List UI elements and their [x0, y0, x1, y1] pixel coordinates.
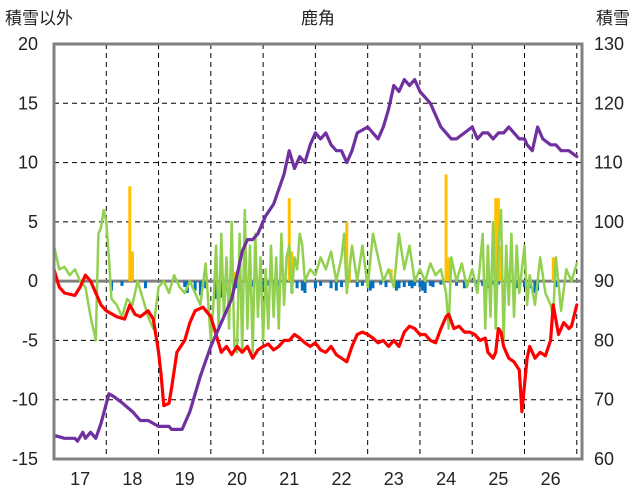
x-tick-label: 21	[279, 469, 299, 489]
right-tick-label: 70	[594, 390, 614, 410]
grid	[54, 44, 582, 459]
left-tick-label: -5	[22, 330, 38, 350]
blue-bar	[214, 281, 218, 299]
blue-bar	[384, 281, 388, 288]
blue-bar	[334, 281, 338, 291]
right-tick-label: 100	[594, 212, 624, 232]
left-tick-label: 20	[18, 34, 38, 54]
blue-bar	[402, 281, 406, 288]
blue-bar	[355, 281, 359, 288]
yellow-bar	[551, 257, 555, 282]
blue-bar	[522, 281, 526, 288]
blue-bar	[413, 281, 417, 286]
blue-bar	[143, 281, 147, 289]
plot-frame	[52, 42, 584, 461]
x-tick-label: 20	[227, 469, 247, 489]
yellow-bar	[444, 174, 448, 282]
blue-bar	[120, 281, 124, 286]
x-tick-label: 19	[175, 469, 195, 489]
blue-bar	[379, 281, 383, 285]
blue-bar	[533, 281, 537, 293]
blue-bar	[198, 281, 202, 296]
x-tick-label: 22	[332, 469, 352, 489]
blue-bar	[423, 281, 427, 293]
yellow-bar	[494, 198, 498, 282]
blue-bar	[418, 281, 422, 288]
right-tick-label: 110	[594, 153, 623, 173]
x-tick-label: 23	[384, 469, 404, 489]
left-tick-label: 5	[28, 212, 38, 232]
blue-bar	[204, 281, 208, 289]
yellow-bar	[447, 257, 451, 282]
yellow-bar	[232, 271, 236, 282]
blue-bar	[313, 281, 317, 289]
yellow-bar	[130, 251, 134, 282]
blue-bar	[407, 281, 411, 286]
plot-border	[52, 42, 584, 461]
x-tick-label: 25	[488, 469, 508, 489]
right-tick-label: 80	[594, 330, 614, 350]
blue-bar	[397, 281, 401, 289]
blue-bar	[300, 281, 304, 291]
left-tick-label: 10	[18, 153, 38, 173]
blue-bar	[319, 281, 323, 286]
blue-bar	[295, 281, 299, 289]
blue-bar	[235, 281, 239, 289]
blue-bar	[431, 281, 435, 288]
blue-bar	[340, 281, 344, 288]
blue-bar	[360, 281, 364, 286]
yellow-bar	[345, 221, 349, 282]
blue-bar	[251, 281, 255, 288]
blue-bar	[481, 281, 485, 286]
tick-labels: 20 15 10 5 0 -5 -10 -15 130 120 110 100 90 80 70 60 17 18…	[12, 34, 624, 489]
blue-bar	[193, 281, 197, 291]
right-tick-label: 60	[594, 449, 614, 469]
red-series-line	[52, 267, 579, 414]
left-axis-label: 積雪以外	[5, 9, 73, 29]
x-tick-label: 18	[122, 469, 142, 489]
series-lines	[52, 78, 579, 443]
left-tick-label: -10	[12, 390, 38, 410]
blue-bar	[368, 281, 372, 291]
right-tick-label: 90	[594, 271, 614, 291]
blue-bar	[455, 281, 459, 286]
blue-bar	[329, 281, 333, 289]
yellow-bar	[128, 186, 132, 282]
blue-bar	[266, 281, 270, 286]
blue-bar	[421, 281, 425, 291]
purple-series-line	[52, 78, 579, 443]
yellow-bar	[290, 251, 294, 282]
blue-bar	[428, 281, 432, 286]
blue-bar	[462, 281, 466, 289]
blue-bar	[303, 281, 307, 293]
blue-bar	[491, 281, 495, 285]
left-tick-label: 0	[28, 271, 38, 291]
blue-bar	[394, 281, 398, 291]
yellow-bar	[287, 198, 291, 282]
blue-bar	[371, 281, 375, 289]
blue-bar	[261, 281, 265, 289]
blue-bar	[439, 281, 443, 285]
blue-bar	[219, 281, 223, 298]
left-tick-label: -15	[12, 449, 38, 469]
chart-title: 鹿角	[301, 9, 335, 29]
x-tick-label: 17	[70, 469, 90, 489]
right-axis-label: 積雪	[596, 9, 630, 29]
blue-bar	[183, 281, 187, 288]
right-tick-label: 120	[594, 93, 624, 113]
x-tick-label: 26	[541, 469, 561, 489]
blue-bar	[410, 281, 414, 289]
left-tick-label: 15	[18, 93, 38, 113]
right-tick-label: 130	[594, 34, 624, 54]
blue-bar	[515, 281, 519, 289]
x-tick-label: 24	[436, 469, 456, 489]
